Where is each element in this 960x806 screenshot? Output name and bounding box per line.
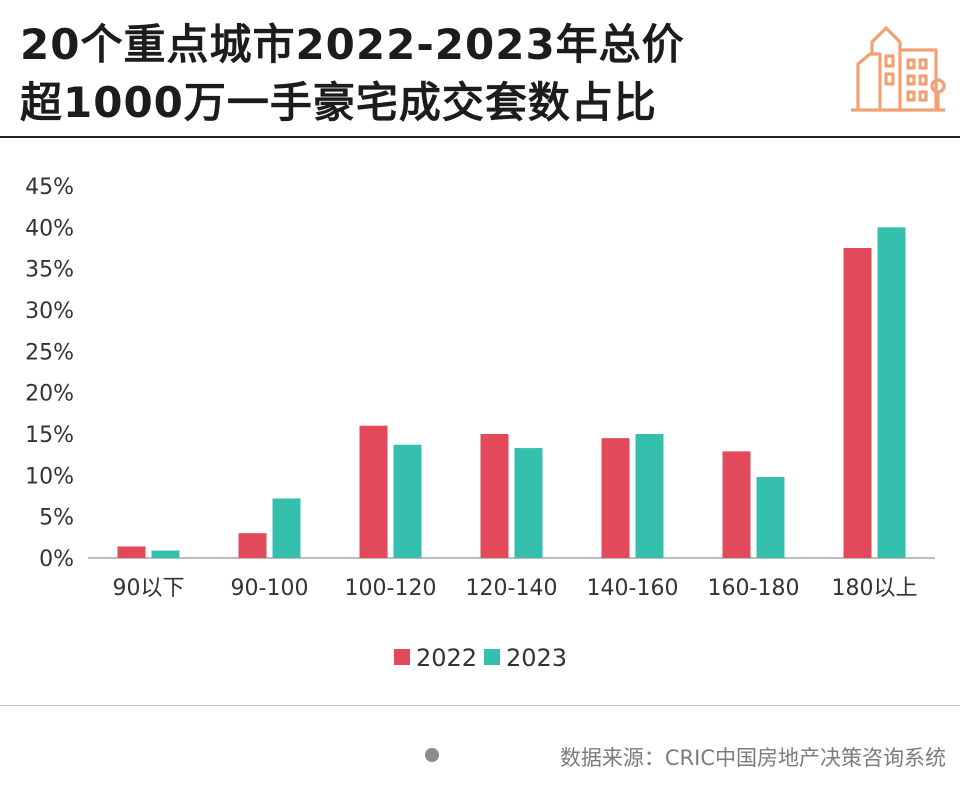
x-tick-label: 90以下 [113,576,185,601]
legend-swatch-2023 [484,649,500,665]
title-divider [0,136,960,138]
y-tick-label: 30% [25,299,74,324]
legend-label-2022: 2022 [416,644,477,672]
bar-2022-120-140 [480,434,509,558]
legend: 2022 2023 [394,644,567,672]
y-tick-label: 10% [25,464,74,489]
bar-2022-140-160 [601,438,630,558]
x-tick-label: 120-140 [466,576,558,601]
legend-label-2023: 2023 [506,644,567,672]
bars [117,227,906,558]
x-axis: 90以下 90-100 100-120 120-140 140-160 160-180 18… [113,576,918,601]
x-tick-label: 180以上 [832,576,918,601]
bar-2022-90-100 [238,533,267,558]
y-tick-label: 45% [25,175,74,200]
y-tick-label: 15% [25,423,74,448]
x-tick-label: 100-120 [345,576,437,601]
y-tick-label: 25% [25,340,74,365]
chart-title-line-2: 超1000万一手豪宅成交套数占比 [20,78,657,127]
chart-title-line-1: 20个重点城市2022-2023年总价 [20,20,685,69]
x-tick-label: 160-180 [708,576,800,601]
bar-2022-90以下 [117,546,146,558]
bar-2022-180以上 [843,248,872,558]
bar-2023-120-140 [514,448,543,558]
y-tick-label: 20% [25,382,74,407]
y-tick-label: 40% [25,216,74,241]
bar-2023-180以上 [877,227,906,558]
x-tick-label: 90-100 [231,576,309,601]
building-icon [851,26,946,112]
bullet-dot-icon [425,748,439,762]
y-tick-label: 5% [39,506,74,531]
bar-2023-160-180 [756,476,785,558]
legend-swatch-2022 [394,649,410,665]
y-tick-label: 35% [25,258,74,283]
bar-2023-90以下 [151,550,180,558]
bar-2023-90-100 [272,498,301,558]
bar-2023-140-160 [635,434,664,558]
y-axis: 0% 5% 10% 15% 20% 25% 30% 35% 40% 45% [25,175,74,572]
y-tick-label: 0% [39,547,74,572]
data-source-text: 数据来源：CRIC中国房地产决策咨询系统 [559,746,946,770]
bar-2022-160-180 [722,451,751,558]
bar-chart: 0% 5% 10% 15% 20% 25% 30% 35% 40% 45% 90以下 90-100 1… [25,175,935,672]
bar-2022-100-120 [359,425,388,558]
x-tick-label: 140-160 [587,576,679,601]
footer-divider [0,705,960,706]
bar-2023-100-120 [393,444,422,558]
